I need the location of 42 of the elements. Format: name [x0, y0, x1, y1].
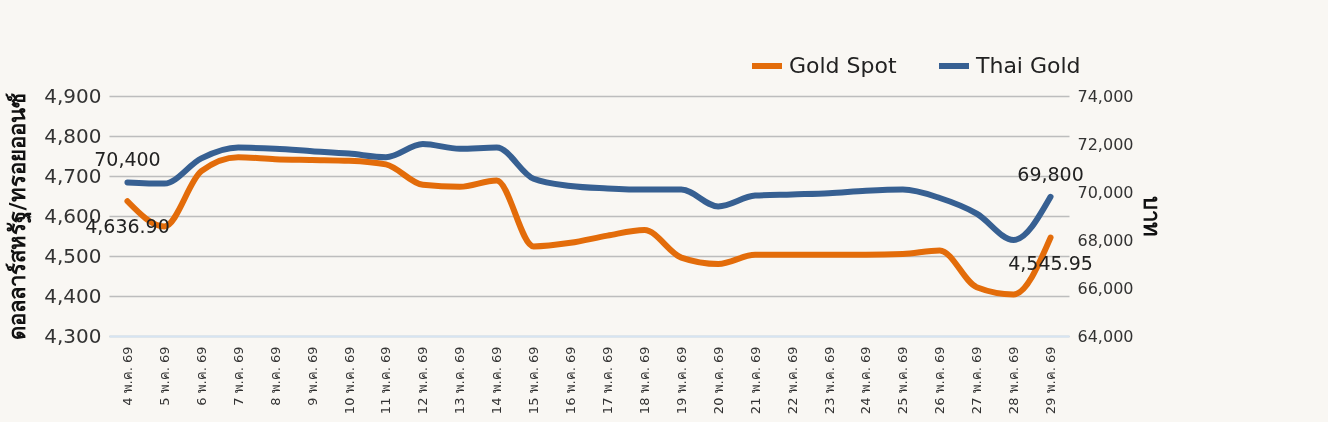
x-tick-label: 24 พ.ค. 69: [858, 346, 874, 415]
x-tick-label: 20 พ.ค. 69: [710, 346, 726, 415]
y2-tick-label: 72,000: [1077, 134, 1134, 154]
x-tick-label: 19 พ.ค. 69: [673, 346, 689, 415]
x-tick-label: 8 พ.ค. 69: [267, 346, 283, 406]
x-tick-label: 9 พ.ค. 69: [304, 346, 320, 406]
x-tick-label: 7 พ.ค. 69: [230, 346, 246, 406]
x-tick-label: 14 พ.ค. 69: [489, 346, 505, 415]
x-tick-label: 13 พ.ค. 69: [452, 346, 468, 415]
x-tick-label: 23 พ.ค. 69: [821, 346, 837, 415]
x-tick-label: 10 พ.ค. 69: [341, 346, 357, 415]
x-tick-label: 22 พ.ค. 69: [784, 346, 800, 415]
x-tick-label: 4 พ.ค. 69: [119, 346, 135, 406]
y-tick-label: 4,300: [44, 323, 102, 348]
data-label: 69,800: [1017, 162, 1084, 185]
legend-label: Gold Spot: [789, 53, 897, 78]
y2-tick-label: 66,000: [1077, 278, 1134, 298]
y-tick-label: 4,900: [44, 83, 102, 108]
y-axis-title: ดอลลาร์สหรัฐ/ทรอยออนซ์: [5, 93, 33, 340]
x-tick-label: 17 พ.ค. 69: [599, 346, 615, 415]
x-tick-label: 5 พ.ค. 69: [156, 346, 172, 406]
y2-tick-label: 70,000: [1077, 182, 1134, 202]
legend-label: Thai Gold: [975, 53, 1081, 78]
x-tick-label: 27 พ.ค. 69: [969, 346, 985, 415]
x-tick-label: 6 พ.ค. 69: [193, 346, 209, 406]
y-tick-label: 4,800: [44, 123, 102, 148]
x-tick-label: 29 พ.ค. 69: [1043, 346, 1059, 415]
x-tick-label: 25 พ.ค. 69: [895, 346, 911, 415]
x-tick-label: 21 พ.ค. 69: [747, 346, 763, 415]
x-tick-label: 11 พ.ค. 69: [378, 346, 394, 415]
y2-tick-label: 64,000: [1077, 326, 1134, 346]
x-tick-label: 18 พ.ค. 69: [636, 346, 652, 415]
x-tick-label: 15 พ.ค. 69: [526, 346, 542, 415]
y-tick-label: 4,400: [44, 283, 102, 308]
y2-tick-label: 74,000: [1077, 86, 1134, 106]
x-tick-label: 12 พ.ค. 69: [415, 346, 431, 415]
y-tick-label: 4,500: [44, 243, 102, 268]
x-tick-label: 26 พ.ค. 69: [932, 346, 948, 415]
x-tick-label: 16 พ.ค. 69: [563, 346, 579, 415]
x-tick-label: 28 พ.ค. 69: [1006, 346, 1022, 415]
y2-axis-title: บาท: [1139, 196, 1165, 237]
y2-tick-label: 68,000: [1077, 230, 1134, 250]
